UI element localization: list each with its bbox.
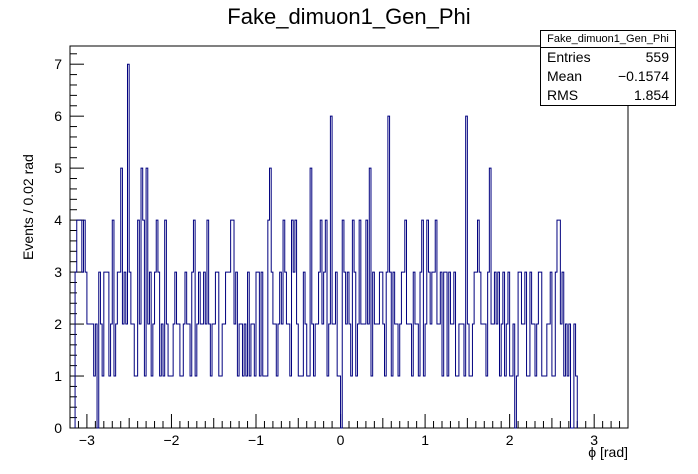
x-tick-label: 1 xyxy=(421,432,429,448)
stats-mean-row: Mean −0.1574 xyxy=(541,67,675,86)
y-axis: 0 1 2 3 4 5 6 7 xyxy=(54,53,84,436)
stats-mean-value: −0.1574 xyxy=(618,68,669,84)
x-axis-label: ϕ [rad] xyxy=(588,444,628,460)
stats-rms-row: RMS 1.854 xyxy=(541,86,675,105)
x-tick-label: −1 xyxy=(248,432,264,448)
stats-entries-label: Entries xyxy=(547,49,591,65)
chart-title: Fake_dimuon1_Gen_Phi xyxy=(227,4,471,29)
x-tick-label: −2 xyxy=(163,432,179,448)
y-tick-label: 7 xyxy=(54,56,62,72)
x-tick-label: 2 xyxy=(506,432,514,448)
y-tick-label: 6 xyxy=(54,108,62,124)
histogram-line xyxy=(74,63,578,429)
y-tick-label: 3 xyxy=(54,264,62,280)
x-tick-label: 0 xyxy=(337,432,345,448)
stats-box: Fake_dimuon1_Gen_Phi Entries 559 Mean −0… xyxy=(540,30,676,106)
stats-rms-value: 1.854 xyxy=(633,87,669,103)
x-axis: −3 −2 −1 0 1 2 3 xyxy=(69,414,629,448)
y-tick-label: 1 xyxy=(54,368,62,384)
stats-entries-row: Entries 559 xyxy=(541,48,675,67)
stats-entries-value: 559 xyxy=(645,49,669,65)
y-tick-label: 2 xyxy=(54,316,62,332)
stats-box-title: Fake_dimuon1_Gen_Phi xyxy=(541,31,675,48)
stats-mean-label: Mean xyxy=(547,68,583,84)
y-tick-label: 5 xyxy=(54,160,62,176)
y-axis-label: Events / 0.02 rad xyxy=(20,154,36,260)
x-tick-label: 3 xyxy=(590,432,598,448)
y-tick-label: 0 xyxy=(54,420,62,436)
stats-rms-label: RMS xyxy=(547,87,579,103)
y-tick-label: 4 xyxy=(54,212,62,228)
x-tick-label: −3 xyxy=(79,432,95,448)
